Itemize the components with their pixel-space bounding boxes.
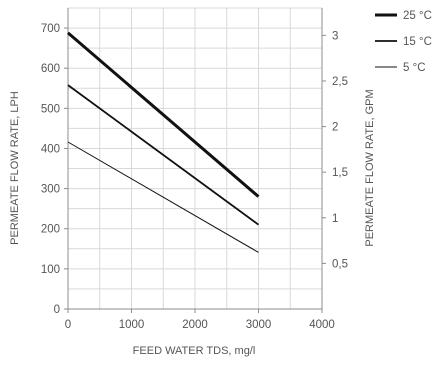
x-tick-label: 2000 <box>182 319 208 331</box>
y-tick-label: 300 <box>41 184 60 196</box>
tick-labels: 0 100 200 300 400 500 600 700 0 1000 2000 3000 4000 0… <box>41 23 348 331</box>
x-tick-label: 4000 <box>309 319 335 331</box>
legend-label: 25 °C <box>403 10 432 22</box>
y2-tick-label: 3 <box>332 30 338 42</box>
grid <box>68 7 322 309</box>
x-tick-label: 1000 <box>119 319 145 331</box>
y2-axis-label: PERMEATE FLOW RATE, GPM <box>364 89 376 246</box>
y-tick-label: 600 <box>41 63 60 75</box>
y-axis-label: PERMEATE FLOW RATE, LPH <box>9 91 21 245</box>
y2-tick-label: 2,5 <box>332 76 348 88</box>
y2-tick-label: 1 <box>332 213 338 225</box>
x-tick-label: 0 <box>65 319 71 331</box>
series-line-3 <box>67 141 259 253</box>
y-tick-label: 100 <box>41 264 60 276</box>
x-axis-label: FEED WATER TDS, mg/l <box>133 345 256 357</box>
y-tick-label: 0 <box>54 304 60 316</box>
series-line-2 <box>67 84 260 226</box>
axes <box>64 8 326 313</box>
x-tick-label: 3000 <box>246 319 272 331</box>
y-tick-label: 200 <box>41 224 60 236</box>
legend: 25 °C 15 °C 5 °C <box>375 10 432 74</box>
y2-tick-label: 1,5 <box>332 167 348 179</box>
series-line-1 <box>67 31 260 198</box>
y-tick-label: 500 <box>41 103 60 115</box>
legend-label: 5 °C <box>403 62 426 74</box>
series-lines <box>67 31 260 253</box>
y-tick-label: 700 <box>41 23 60 35</box>
y2-tick-label: 2 <box>332 122 338 134</box>
legend-label: 15 °C <box>403 36 432 48</box>
y-tick-label: 400 <box>41 143 60 155</box>
y2-tick-label: 0,5 <box>332 258 348 270</box>
